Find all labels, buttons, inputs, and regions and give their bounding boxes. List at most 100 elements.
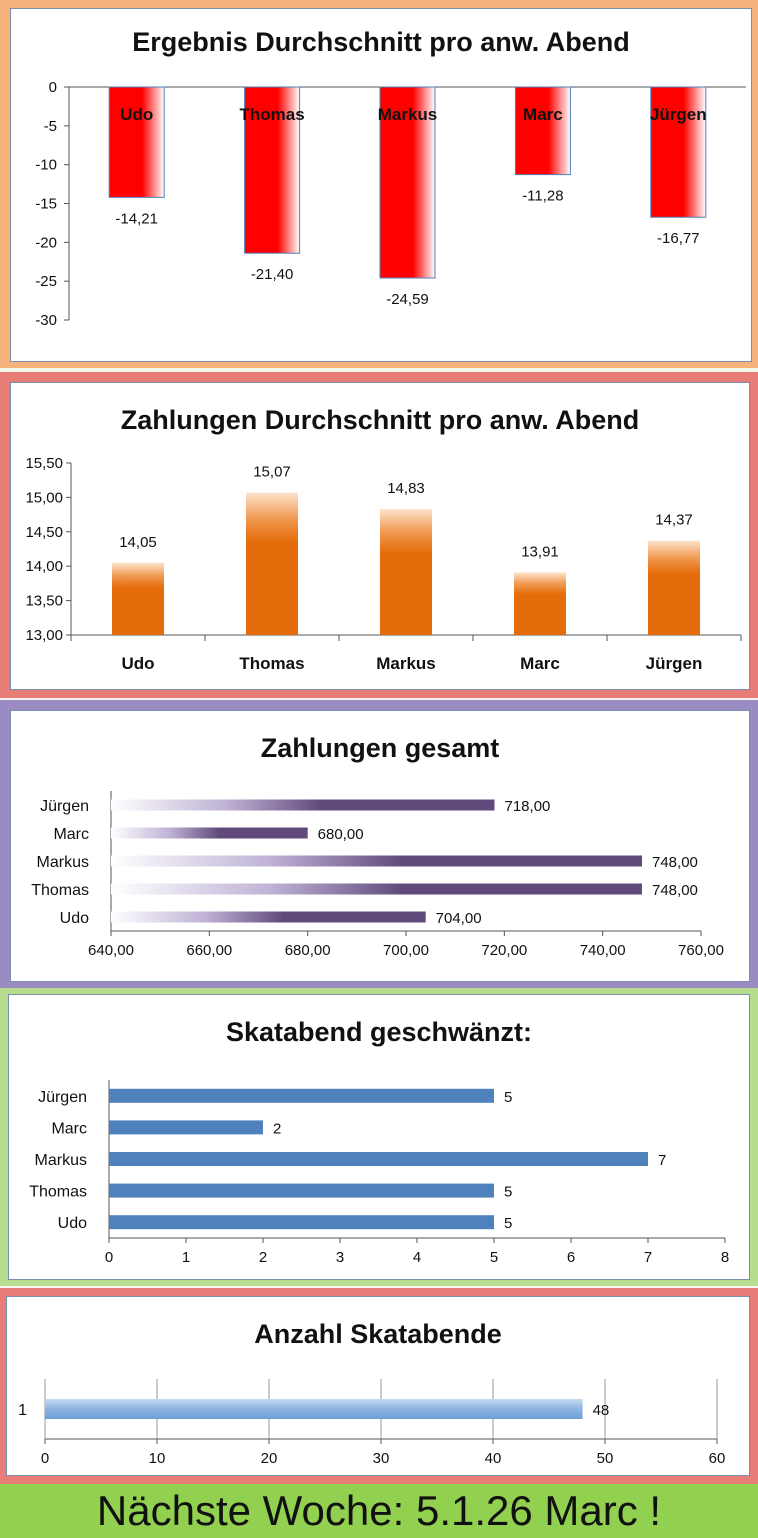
bar [244,86,301,254]
chart-zahlungen-gesamt: 640,00 660,00 680,00 700,00 720,00 740,00 760,… [31,791,724,959]
chart-card-ergebnis: Ergebnis Durchschnitt pro anw. Abend 0 -5… [10,8,752,362]
x-tick-label: 1 [182,1249,190,1266]
y-tick-label: -10 [35,157,57,174]
data-label: 5 [504,1215,512,1232]
y-tick-label: -5 [44,118,57,135]
x-tick-label: 5 [490,1249,498,1266]
data-label: 704,00 [436,910,482,927]
y-tick-label: 13,00 [25,627,63,644]
bar [109,1120,263,1135]
chart-title-zahlungen-gesamt: Zahlungen gesamt [260,733,500,763]
bar [112,562,164,635]
y-tick-label: 0 [49,79,57,96]
data-label: 15,07 [253,464,291,481]
bar [379,86,436,279]
bar [111,827,308,839]
chart-title-ergebnis: Ergebnis Durchschnitt pro anw. Abend [132,27,630,57]
data-label: -11,28 [522,188,563,205]
bar [380,509,432,635]
data-label: 2 [273,1120,281,1137]
category-label: Udo [60,910,89,927]
category-label: Thomas [29,1184,87,1201]
category-label: Marc [520,654,560,673]
chart-panel-zahlungen-gesamt: Zahlungen gesamt 640,00 660,00 680,00 700,0… [0,700,758,988]
data-label: 14,83 [387,480,425,497]
category-label: Thomas [240,105,305,124]
x-tick-label: 3 [336,1249,344,1266]
x-tick-label: 7 [644,1249,652,1266]
bar [109,1215,494,1230]
category-label: Markus [378,105,438,124]
data-label: 5 [504,1184,512,1201]
chart-title-zahlungen-durchschnitt: Zahlungen Durchschnitt pro anw. Abend [120,405,640,435]
x-tick-label: 60 [709,1450,726,1467]
next-week-banner: Nächste Woche: 5.1.26 Marc ! [0,1484,758,1538]
data-label: 680,00 [318,826,364,843]
category-label: Marc [51,1120,87,1137]
x-tick-label: 6 [567,1249,575,1266]
category-label: Jürgen [646,654,703,673]
x-tick-label: 0 [41,1450,49,1467]
chart-title-geschwaenzt: Skatabend geschwänzt: [225,1017,533,1047]
chart-card-zahlungen-durchschnitt: Zahlungen Durchschnitt pro anw. Abend 15… [10,382,750,690]
x-tick-label: 760,00 [678,942,724,959]
category-label: Markus [35,1152,87,1169]
x-tick-label: 0 [105,1249,113,1266]
data-label: 7 [658,1152,666,1169]
category-label: Markus [37,854,89,871]
y-tick-label: 14,50 [25,524,63,541]
data-label: 48 [593,1402,610,1419]
y-tick-label: 15,50 [25,455,63,472]
chart-anzahl: 0 10 20 30 40 50 60 1 48 [18,1379,726,1467]
data-label: 748,00 [652,854,698,871]
x-tick-label: 720,00 [481,942,527,959]
category-label: Udo [58,1215,87,1232]
category-label: Thomas [31,882,89,899]
x-tick-label: 740,00 [580,942,626,959]
chart-ergebnis: 0 -5 -10 -15 -20 -25 -30 Udo -14,21 Thomas -21,40 M… [35,79,746,329]
bar [111,799,495,811]
bar [109,1088,494,1103]
chart-card-zahlungen-gesamt: Zahlungen gesamt 640,00 660,00 680,00 700,0… [10,710,750,982]
chart-card-anzahl: Anzahl Skatabende 0 10 20 30 40 50 60 1 48 [6,1296,750,1476]
data-label: 14,37 [655,512,693,529]
category-label: Udo [120,105,153,124]
chart-title-anzahl: Anzahl Skatabende [254,1319,502,1349]
y-tick-label: 13,50 [25,593,63,610]
x-tick-label: 50 [597,1450,614,1467]
bar [109,1183,494,1198]
bar [514,86,571,176]
data-label: 13,91 [521,543,559,560]
bar [111,855,642,867]
x-tick-label: 700,00 [383,942,429,959]
category-label: Thomas [239,654,304,673]
bar [108,86,165,198]
bar [650,86,707,218]
bar [246,492,298,635]
category-label: Udo [121,654,154,673]
bar [111,883,642,895]
x-tick-label: 2 [259,1249,267,1266]
x-tick-label: 8 [721,1249,729,1266]
chart-panel-anzahl: Anzahl Skatabende 0 10 20 30 40 50 60 1 48 [0,1288,758,1484]
x-tick-label: 40 [485,1450,502,1467]
bar [514,572,566,635]
chart-card-geschwaenzt: Skatabend geschwänzt: 0 1 2 3 4 5 6 7 8 Jürgen 5 Ma… [8,994,750,1280]
x-tick-label: 660,00 [186,942,232,959]
bar [648,540,700,635]
data-label: -21,40 [251,266,294,283]
y-tick-label: -25 [35,273,57,290]
category-label: Marc [53,826,89,843]
chart-panel-zahlungen-durchschnitt: Zahlungen Durchschnitt pro anw. Abend 15… [0,372,758,698]
data-label: -24,59 [386,291,429,308]
y-tick-label: -20 [35,234,57,251]
x-tick-label: 680,00 [285,942,331,959]
x-tick-label: 20 [261,1450,278,1467]
category-label: Jürgen [650,105,707,124]
chart-panel-ergebnis: Ergebnis Durchschnitt pro anw. Abend 0 -5… [0,0,758,368]
data-label: 718,00 [505,798,551,815]
data-label: 748,00 [652,882,698,899]
category-label: Jürgen [40,798,89,815]
category-label: Jürgen [38,1089,87,1106]
chart-zahlungen-durchschnitt: 15,50 15,00 14,50 14,00 13,50 13,00 14,05 Udo 15… [25,455,742,673]
